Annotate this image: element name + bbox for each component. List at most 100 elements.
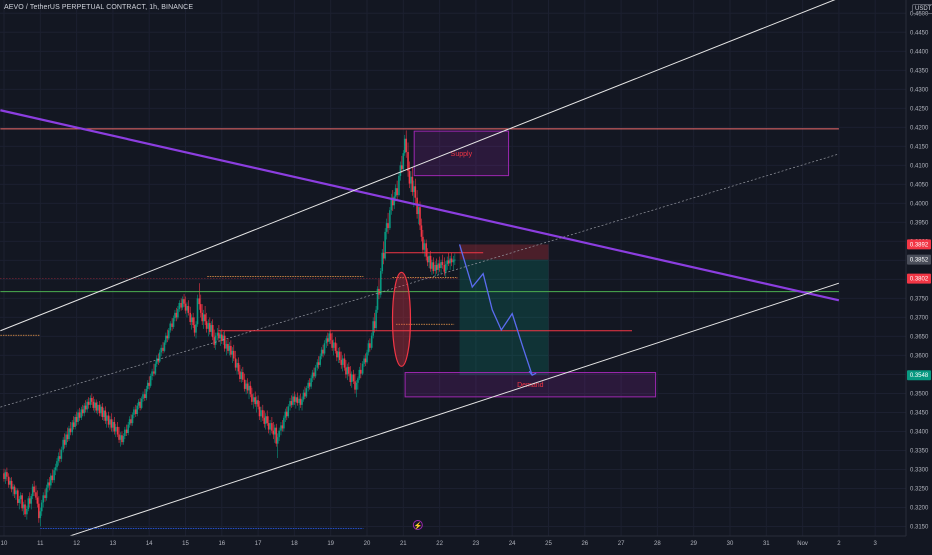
x-tick-label: 31 (763, 541, 770, 547)
descending-trendline (0, 109, 840, 302)
candle-body (145, 388, 148, 399)
candle-body (68, 428, 70, 440)
y-tick-label: 0.3400 (910, 429, 929, 435)
candle-body (420, 225, 423, 237)
candle-body (156, 358, 158, 364)
candle-body (292, 396, 294, 405)
candle-body (151, 371, 153, 376)
candle-body (57, 456, 60, 462)
candle-body (24, 504, 26, 515)
price-label-text: 0.3852 (910, 258, 929, 264)
candle-body (267, 423, 270, 430)
candle-body (204, 314, 206, 322)
y-tick-label: 0.4350 (910, 68, 929, 74)
candle-body (444, 264, 447, 272)
candle-body (222, 335, 225, 341)
candle-body (257, 400, 259, 407)
candle-body (54, 467, 57, 471)
x-tick-label: 22 (436, 541, 443, 547)
y-tick-label: 0.3700 (910, 315, 929, 321)
y-tick-label: 0.3250 (910, 486, 929, 492)
y-tick-label: 0.3450 (910, 410, 929, 416)
candle-body (234, 358, 237, 368)
y-tick-label: 0.3200 (910, 505, 929, 511)
candle-body (323, 343, 326, 354)
candle-body (118, 434, 120, 440)
candle-body (13, 486, 16, 495)
candle-body (391, 197, 394, 206)
candle-body (372, 321, 374, 336)
candle-body (124, 429, 126, 437)
candle-body (144, 394, 146, 399)
candle-body (337, 351, 340, 358)
candle-body (232, 350, 235, 359)
candle-body (264, 416, 267, 424)
candle-body (390, 197, 393, 211)
candle-body (22, 504, 25, 509)
candle-body (180, 302, 182, 308)
candle-body (171, 323, 173, 327)
candle-body (228, 345, 231, 351)
candle-body (454, 259, 456, 261)
candle-body (39, 511, 42, 519)
candle-body (407, 152, 409, 172)
candle-body (96, 404, 99, 411)
candle-body (398, 176, 400, 196)
x-tick-label: 13 (110, 541, 117, 547)
candle-body (411, 176, 414, 192)
y-tick-label: 0.3350 (910, 448, 929, 454)
candle-body (432, 262, 435, 272)
candle-body (69, 428, 72, 433)
candle-body (349, 373, 352, 383)
candle-body (51, 475, 54, 481)
candle-body (127, 424, 129, 433)
candle-body (92, 401, 95, 408)
y-tick-label: 0.4450 (910, 30, 929, 36)
upper-channel-line (0, 0, 836, 332)
price-label-text: 0.3802 (910, 277, 929, 283)
candle-body (86, 401, 88, 410)
candle-body (131, 414, 134, 424)
candle-body (405, 138, 408, 153)
candle-body (348, 366, 350, 374)
x-tick-label: Nov (797, 541, 808, 547)
candle-body (116, 426, 119, 435)
candle-body (16, 490, 19, 503)
candle-body (42, 495, 45, 503)
candle-body (245, 383, 247, 389)
candle-body (340, 359, 343, 365)
candle-body (375, 309, 377, 329)
candle-body (21, 495, 23, 509)
candle-body (393, 196, 396, 206)
candle-body (242, 372, 244, 380)
candle-body (81, 409, 84, 414)
candle-body (45, 487, 48, 498)
candle-body (252, 397, 255, 402)
candle-body (38, 503, 40, 519)
candle-body (50, 475, 52, 486)
zones: Supply Demand (404, 130, 657, 398)
candle-body (15, 490, 17, 495)
candle-body (354, 381, 356, 390)
candle-body (360, 369, 362, 374)
candle-body (201, 312, 203, 322)
candle-body (413, 186, 415, 192)
y-tick-label: 0.4200 (910, 125, 929, 131)
candle-body (296, 397, 299, 403)
currency-button[interactable]: USDT (912, 4, 932, 14)
candle-body (133, 409, 135, 415)
candle-body (56, 461, 58, 468)
candle-body (434, 264, 437, 272)
candle-body (227, 344, 229, 351)
candle-body (438, 263, 441, 268)
candle-body (320, 349, 323, 357)
x-tick-label: 28 (654, 541, 661, 547)
candle-body (367, 343, 370, 353)
candle-body (341, 358, 344, 365)
x-tick-label: 26 (581, 541, 588, 547)
candle-body (435, 264, 438, 270)
candle-body (136, 405, 139, 414)
candle-body (19, 495, 22, 500)
